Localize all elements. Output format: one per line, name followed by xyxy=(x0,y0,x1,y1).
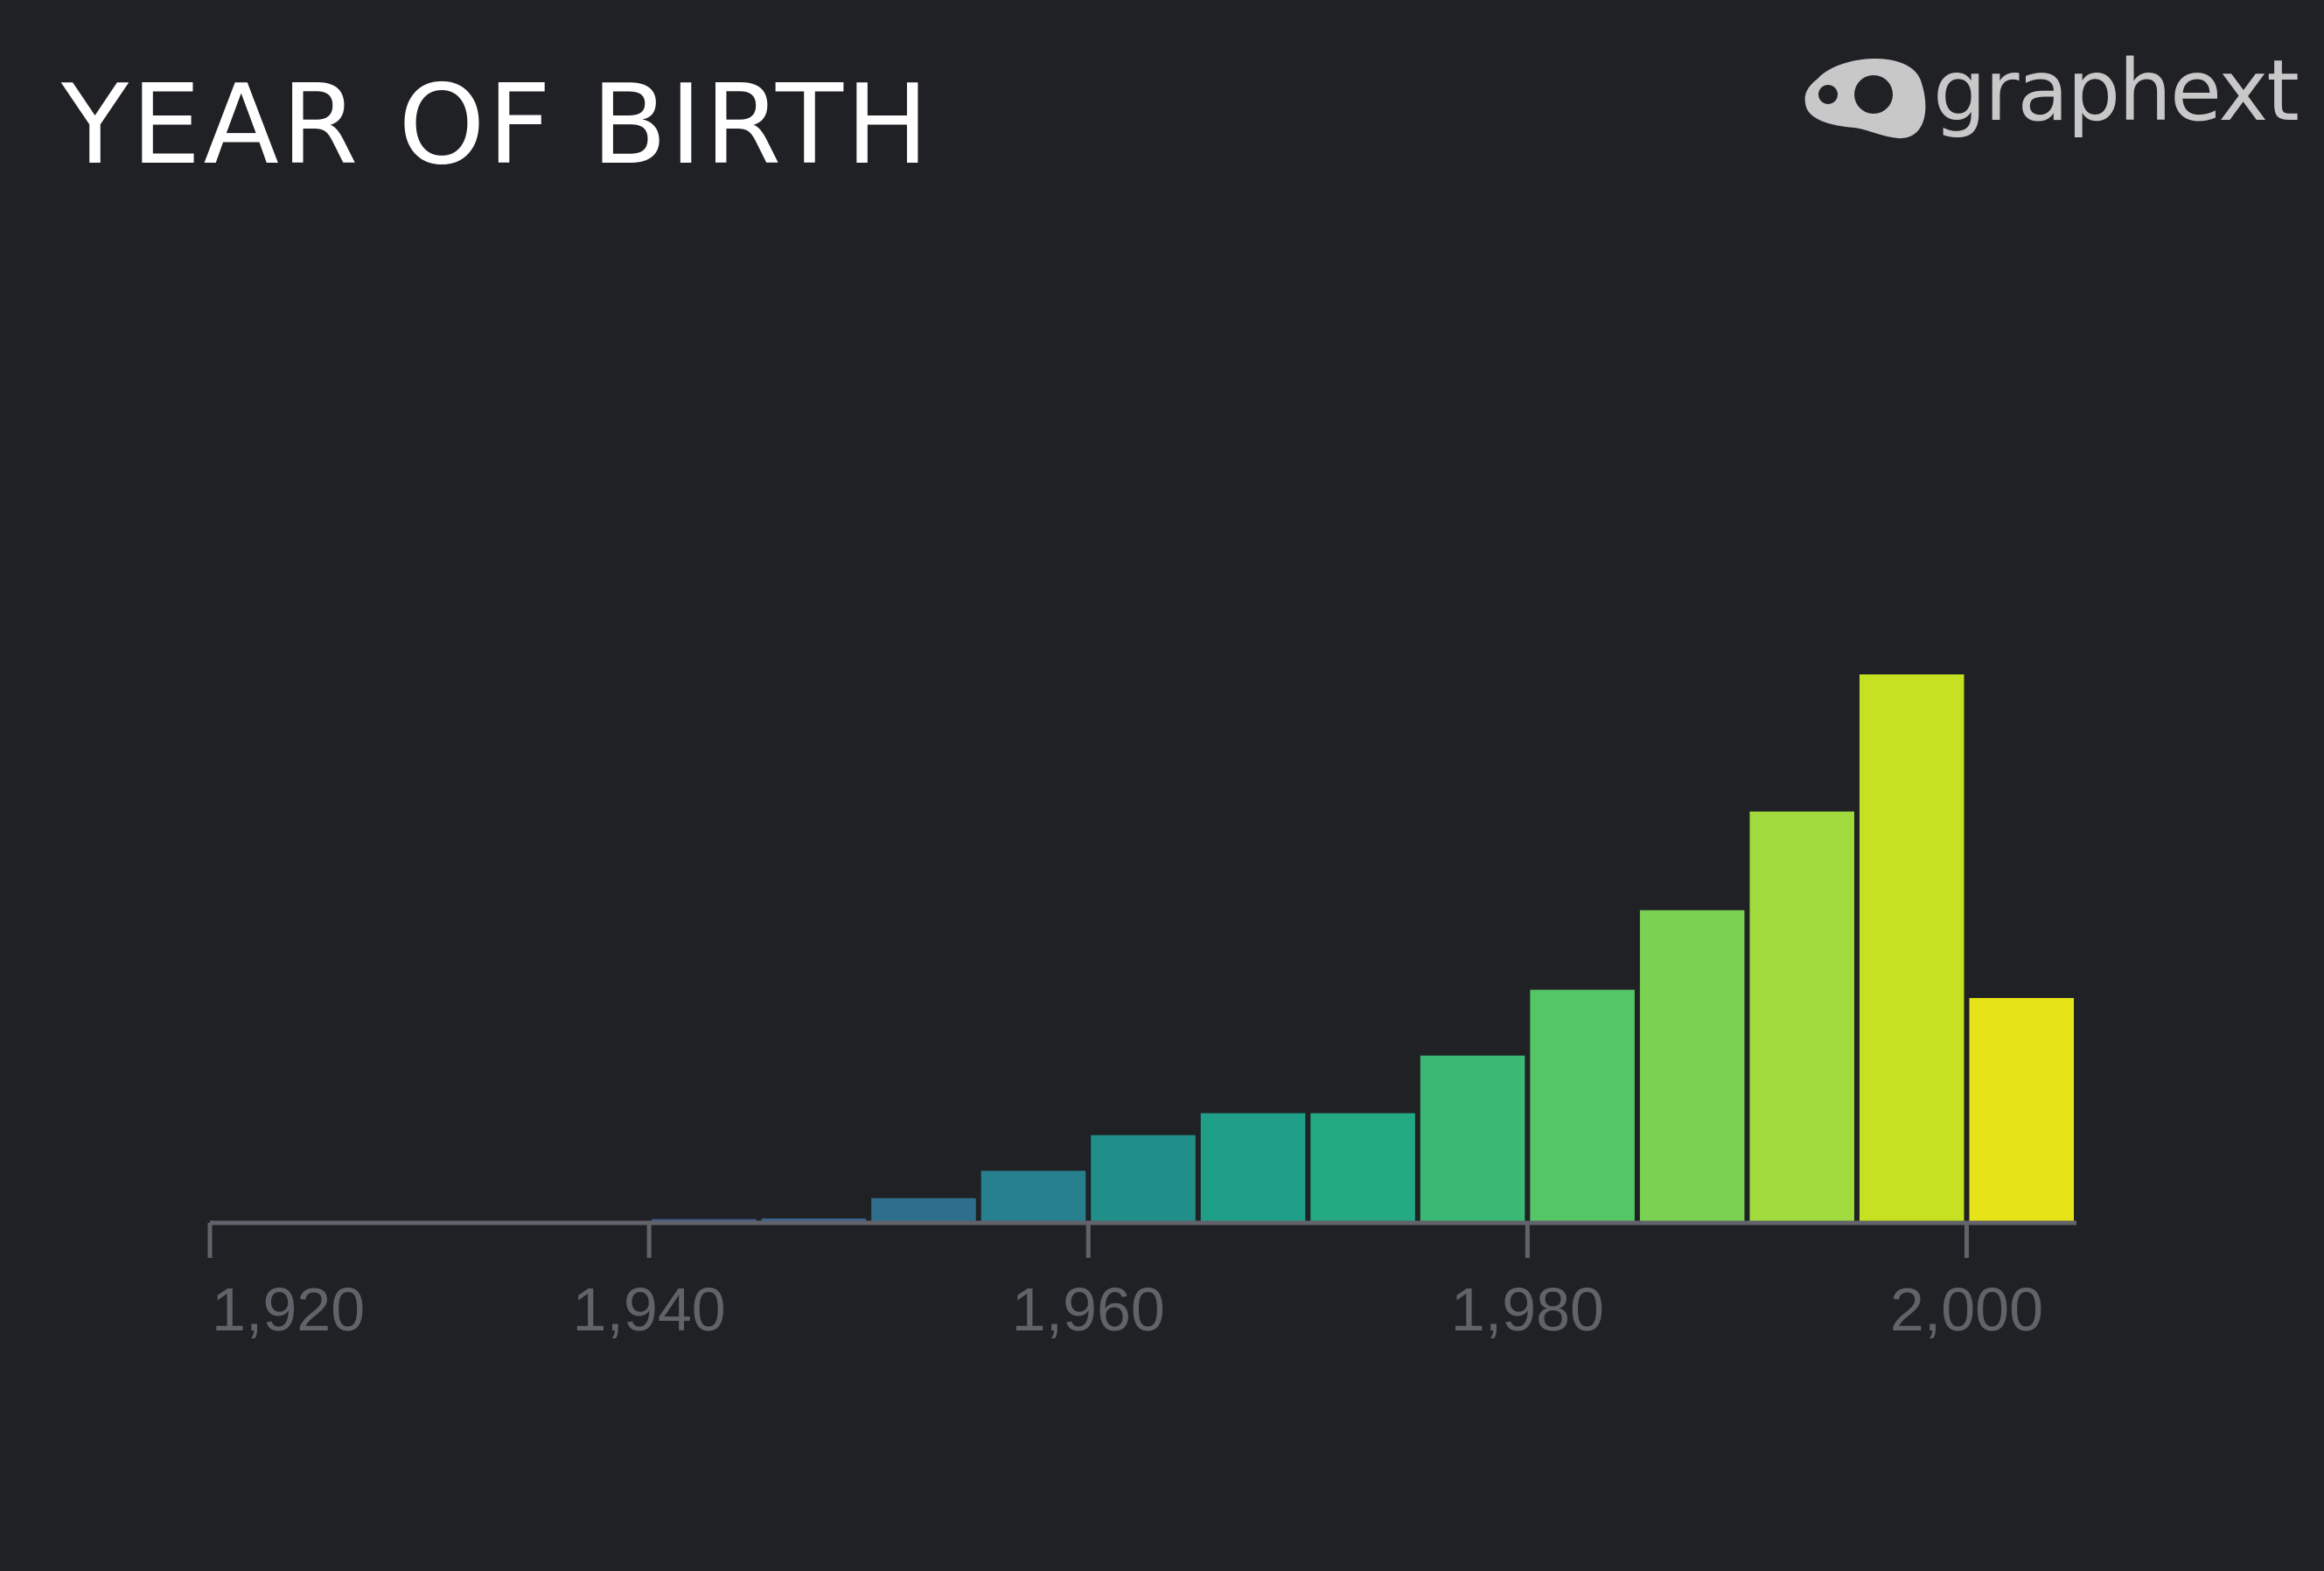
bar-1955-1960 xyxy=(981,1170,1086,1223)
bar-1975-1980 xyxy=(1420,1055,1525,1223)
graphext-logo-icon xyxy=(1804,58,1926,139)
bar-1965-1970 xyxy=(1200,1113,1306,1223)
bar-1990-1995 xyxy=(1749,811,1854,1223)
chart-title: YEAR OF BIRTH xyxy=(61,60,932,189)
bar-1945-1950 xyxy=(761,1218,867,1223)
bar-1970-1975 xyxy=(1310,1113,1415,1223)
bar-1995-2000 xyxy=(1859,674,1965,1223)
x-tick-label-1980: 1,980 xyxy=(1451,1275,1604,1344)
bar-1950-1955 xyxy=(871,1197,976,1223)
bar-1980-1985 xyxy=(1530,989,1635,1223)
bar-2000-2005 xyxy=(1969,997,2074,1223)
logo-text: graphext xyxy=(1933,42,2300,140)
bar-1960-1965 xyxy=(1091,1135,1196,1223)
x-tick-label-2000: 2,000 xyxy=(1890,1275,2043,1344)
x-tick-label-1940: 1,940 xyxy=(573,1275,726,1344)
bars-group xyxy=(652,674,2074,1223)
bar-1985-1990 xyxy=(1639,910,1745,1223)
x-tick-label-1960: 1,960 xyxy=(1012,1275,1165,1344)
x-tick-label-1920: 1,920 xyxy=(212,1275,365,1344)
x-axis: 1,920 1,940 1,960 1,980 2,000 xyxy=(207,1220,2076,1344)
graphext-logo: graphext xyxy=(1800,49,2300,150)
